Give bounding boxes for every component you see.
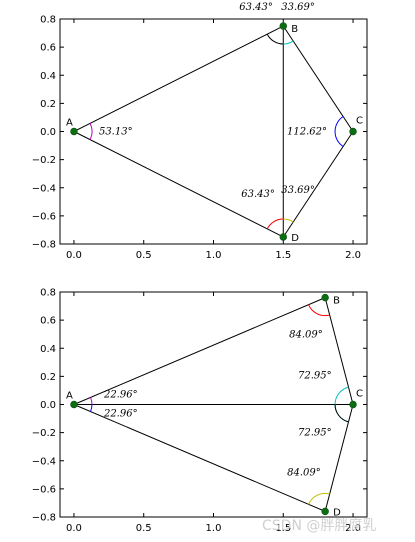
bottom-plot-point-C <box>349 400 357 409</box>
bottom-plot-angle-label-A: 22.96° <box>103 390 138 401</box>
top-plot-angle-label-C: 112.62° <box>287 127 327 138</box>
bottom-plot-ytick-label: −0.6 <box>32 484 56 495</box>
top-plot-angle-arcs <box>89 33 344 230</box>
top-plot-edge-CD <box>282 131 354 238</box>
bottom-plot-ytick-label: −0.2 <box>32 428 56 439</box>
bottom-plot-angle-label-D: 84.09° <box>287 467 321 478</box>
bottom-plot: 0.0 0.5 1.0 1.5 2.0 0.8 0.6 0.4 0.2 0.0 −0.2 −0.4 −0… <box>32 288 368 534</box>
bottom-plot-vertex-label-D: D <box>333 507 341 518</box>
top-plot-angle-label-A: 53.13° <box>99 127 133 138</box>
top-plot-ytick-label: −0.8 <box>32 240 56 251</box>
top-plot-points <box>70 22 357 241</box>
top-plot-ytick-label: 0.4 <box>40 71 56 82</box>
top-plot-ytick-label: −0.4 <box>32 183 56 194</box>
bottom-plot-xtick-label: 1.0 <box>206 523 222 534</box>
top-plot-edge-AB <box>73 25 284 132</box>
top-plot-point-B <box>279 22 287 30</box>
bottom-plot-labels: 22.96° 22.96° 84.09° 72.95° 72.95° 84.09° A B C D <box>66 296 363 519</box>
top-plot-xtick-label: 1.0 <box>206 250 222 261</box>
bottom-plot-ytick-label: 0.4 <box>40 344 56 355</box>
bottom-plot-point-D <box>321 507 329 516</box>
top-plot-xtick-label: 0.5 <box>136 250 152 261</box>
bottom-plot-angle-arc-A <box>90 404 93 412</box>
top-plot-xtick-label: 1.5 <box>275 250 291 261</box>
bottom-plot-xtick-label: 0.5 <box>136 523 152 534</box>
top-plot-angle-arc-D <box>283 218 294 223</box>
bottom-plot-angle-label-C: 72.95° <box>298 428 332 439</box>
top-plot-angle-arc-B <box>266 33 284 45</box>
top-plot-angle-label-B: 33.69° <box>281 2 315 13</box>
top-plot-point-C <box>349 127 357 136</box>
top-plot-ytick-label: 0.8 <box>40 15 56 26</box>
top-plot-vertex-label-D: D <box>291 233 299 244</box>
bottom-plot-vertex-label-B: B <box>333 296 340 307</box>
top-plot-angle-arc-A <box>89 123 93 140</box>
bottom-plot-angle-label-C: 72.95° <box>298 371 332 382</box>
top-plot-vertex-label-B: B <box>291 24 298 35</box>
top-plot-angle-arc-D <box>266 218 284 230</box>
bottom-plot-xtick-label: 1.5 <box>275 523 291 534</box>
top-plot-angle-arc-C <box>334 116 344 147</box>
bottom-plot-vertex-label-C: C <box>356 389 363 400</box>
bottom-plot-angle-arcs <box>90 304 349 505</box>
watermark-text: CSDN @胖胖腐乳 <box>262 517 376 534</box>
top-plot-vertex-label-C: C <box>356 116 363 127</box>
bottom-plot-vertex-label-A: A <box>66 391 73 402</box>
top-plot-ytick-label: 0.0 <box>40 127 56 138</box>
top-plot-labels: 53.13° 63.43° 33.69° 112.62° 63.43° 33.69° A B C… <box>66 2 363 244</box>
bottom-plot-point-B <box>321 293 329 302</box>
bottom-plot-edge-BC <box>324 297 354 405</box>
bottom-plot-edge-DA <box>73 404 326 512</box>
bottom-plot-points <box>70 293 357 516</box>
bottom-plot-ytick-label: −0.8 <box>32 513 56 524</box>
top-plot-edge-DA <box>73 131 284 238</box>
bottom-plot-xtick-label: 0.0 <box>66 523 82 534</box>
top-plot-xtick-label: 2.0 <box>345 250 361 261</box>
top-plot-xtick-label: 0.0 <box>66 250 82 261</box>
top-plot-ytick-label: 0.2 <box>40 99 56 110</box>
top-plot-ticks: 0.0 0.5 1.0 1.5 2.0 0.8 0.6 0.4 0.2 0.0 −0.2 −0.4 −0… <box>32 15 367 261</box>
top-plot-angle-label-D: 63.43° <box>241 189 275 200</box>
top-plot-point-A <box>70 127 78 136</box>
bottom-plot-ytick-label: 0.6 <box>40 316 56 327</box>
bottom-plot-angle-label-B: 84.09° <box>289 330 323 341</box>
bottom-plot-ticks: 0.0 0.5 1.0 1.5 2.0 0.8 0.6 0.4 0.2 0.0 −0.2 −0.4 −0… <box>32 288 367 534</box>
top-plot-angle-label-D: 33.69° <box>281 185 315 196</box>
bottom-plot-ytick-label: 0.2 <box>40 372 56 383</box>
top-plot-ytick-label: −0.2 <box>32 155 56 166</box>
top-plot-vertex-label-A: A <box>66 118 73 129</box>
bottom-plot-angle-arc-A <box>90 397 93 405</box>
bottom-plot-ytick-label: 0.0 <box>40 400 56 411</box>
bottom-plot-ytick-label: −0.4 <box>32 456 56 467</box>
bottom-plot-angle-arc-D <box>308 492 330 505</box>
top-plot-ytick-label: 0.6 <box>40 43 56 54</box>
bottom-plot-angle-label-A: 22.96° <box>103 409 138 420</box>
top-plot-ytick-label: −0.6 <box>32 211 56 222</box>
top-plot-edge-BC <box>282 25 354 132</box>
top-plot: 0.0 0.5 1.0 1.5 2.0 0.8 0.6 0.4 0.2 0.0 −0.2 −0.4 −0… <box>32 2 368 261</box>
top-plot-edges <box>73 25 354 238</box>
bottom-plot-point-A <box>70 400 78 409</box>
bottom-plot-angle-arc-C <box>334 404 349 423</box>
bottom-plot-edge-CD <box>324 404 354 512</box>
top-plot-angle-arc-B <box>283 40 294 45</box>
bottom-plot-angle-arc-B <box>308 304 330 317</box>
bottom-plot-xtick-label: 2.0 <box>345 523 361 534</box>
top-plot-angle-label-B: 63.43° <box>239 2 273 13</box>
top-plot-point-D <box>279 233 287 241</box>
bottom-plot-ytick-label: 0.8 <box>40 288 56 299</box>
bottom-plot-edge-AB <box>73 297 326 405</box>
